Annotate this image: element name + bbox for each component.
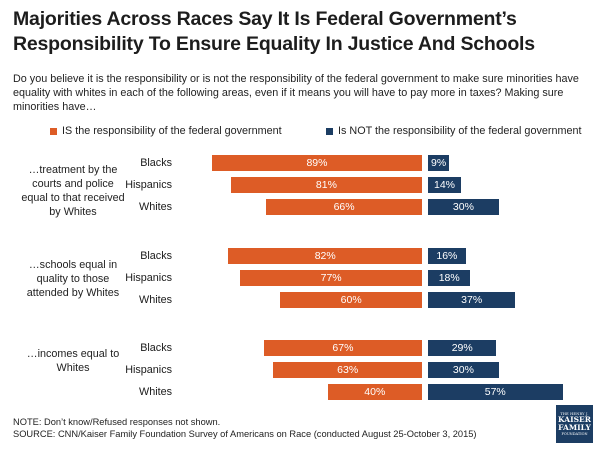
survey-question: Do you believe it is the responsibility … [13,73,579,113]
bar-not: 9% [428,155,450,171]
bar-not-value-label: 18% [438,272,460,284]
bar-is-value-label: 66% [333,201,355,213]
row-label: Hispanics [125,272,172,284]
row-label: Hispanics [125,364,172,376]
chart-title: Majorities Across Races Say It Is Federa… [13,8,535,55]
logo-line-4: FOUNDATION [561,432,588,436]
row-label: Whites [139,294,172,306]
logo-line-2: KAISER [558,415,591,424]
kff-logo: THE HENRY J. KAISER FAMILY FOUNDATION [556,405,593,443]
row-label: Hispanics [125,179,172,191]
bar-not: 16% [428,248,466,264]
bar-is-value-label: 40% [364,386,386,398]
legend-label-is: IS the responsibility of the federal gov… [62,125,282,137]
bar-not-value-label: 30% [452,201,474,213]
logo-line-1: THE HENRY J. [560,412,589,416]
bar-is-value-label: 77% [320,272,342,284]
bar-is: 89% [211,155,422,171]
bar-not-value-label: 16% [436,250,458,262]
bar-is: 66% [266,199,422,215]
bar-not-value-label: 9% [431,157,447,169]
legend-label-not: Is NOT the responsibility of the federal… [338,125,582,137]
legend-swatch-not [326,127,333,135]
bar-is: 82% [228,248,422,264]
bar-not: 37% [428,292,516,308]
row-label: Whites [139,386,172,398]
legend-swatch-is [50,127,57,135]
bar-not: 18% [428,270,471,286]
bar-not-value-label: 29% [451,342,473,354]
bar-is-value-label: 89% [306,157,328,169]
bar-is-value-label: 60% [340,294,362,306]
row-label: Blacks [140,157,172,169]
bar-not-value-label: 37% [461,294,483,306]
row-label: Whites [139,201,172,213]
bar-not-value-label: 14% [434,179,456,191]
logo-line-3: FAMILY [558,423,591,432]
bar-not-value-label: 57% [484,386,506,398]
legend-item-not: Is NOT the responsibility of the federal… [326,125,581,137]
bar-not-value-label: 30% [452,364,474,376]
bar-is-value-label: 81% [315,179,337,191]
bar-is-value-label: 82% [314,250,336,262]
bar-not: 14% [428,177,462,193]
footnote: NOTE: Don’t know/Refused responses not s… [13,416,477,440]
note-text: NOTE: Don’t know/Refused responses not s… [13,417,221,427]
source-text: SOURCE: CNN/Kaiser Family Foundation Sur… [13,429,477,439]
row-label: Blacks [140,250,172,262]
row-label: Blacks [140,342,172,354]
legend-item-is: IS the responsibility of the federal gov… [50,125,282,137]
bar-not: 57% [428,384,563,400]
group-label: …treatment by the courts and police equa… [21,164,125,218]
bar-not: 29% [428,340,497,356]
bar-is: 77% [240,270,422,286]
bar-is: 63% [273,362,422,378]
bar-is: 81% [230,177,422,193]
bar-is-value-label: 67% [332,342,354,354]
bar-is: 40% [327,384,422,400]
bar-is: 67% [263,340,422,356]
group-label: …schools equal in quality to those atten… [26,259,120,299]
bar-not: 30% [428,199,499,215]
bar-is: 60% [280,292,422,308]
group-label: …incomes equal to Whites [26,348,120,374]
bar-is-value-label: 63% [337,364,359,376]
bar-not: 30% [428,362,499,378]
